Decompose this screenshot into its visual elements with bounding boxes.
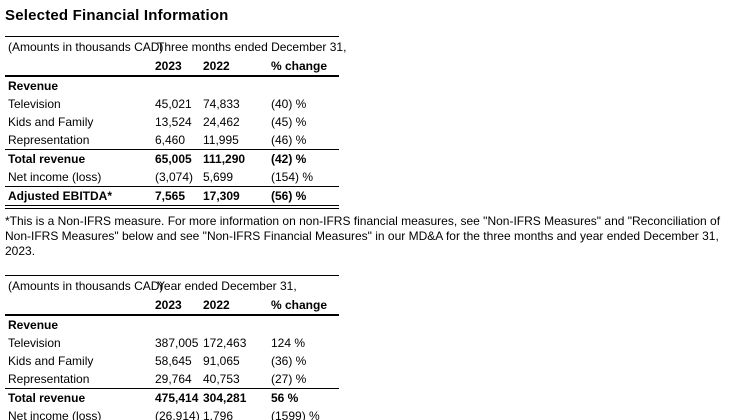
empty-header-cell xyxy=(5,295,155,316)
row-label: Television xyxy=(8,336,61,350)
value-pct-change: (46) % xyxy=(271,133,307,147)
column-header-2023: 2023 xyxy=(155,295,203,316)
section-label: Revenue xyxy=(8,318,59,332)
table-header-years-row: 2023 2022 % change xyxy=(5,295,340,316)
value-2023: 58,645 xyxy=(155,354,192,368)
row-label: Adjusted EBITDA* xyxy=(5,186,155,209)
column-header-pct-change: % change xyxy=(271,295,340,316)
value-2023: (3,074) xyxy=(155,170,194,184)
row-television: Television 45,021 74,833 (40) % xyxy=(5,95,339,113)
value-2023: 13,524 xyxy=(155,115,192,129)
value-2022: 24,462 xyxy=(203,115,240,129)
row-label: Representation xyxy=(8,133,90,147)
value-2023: 65,005 xyxy=(155,149,203,168)
column-header-2022: 2022 xyxy=(203,295,271,316)
value-2023: 29,764 xyxy=(155,372,192,386)
value-2022: 40,753 xyxy=(203,372,240,386)
row-total-revenue: Total revenue 65,005 111,290 (42) % xyxy=(5,149,340,168)
amounts-units-label: (Amounts in thousands CAD) xyxy=(8,39,164,54)
value-pct-change: (154) % xyxy=(271,170,314,184)
value-pct-change: (42) % xyxy=(271,149,340,168)
row-adjusted-ebitda: Adjusted EBITDA* 7,565 17,309 (56) % xyxy=(5,186,340,209)
section-label: Revenue xyxy=(8,79,59,93)
value-2023: 6,460 xyxy=(155,133,186,147)
row-representation: Representation 6,460 11,995 (46) % xyxy=(5,131,339,150)
row-television: Television 387,005 172,463 124 % xyxy=(5,334,339,352)
row-kids-and-family: Kids and Family 58,645 91,065 (36) % xyxy=(5,352,339,370)
value-pct-change: (36) % xyxy=(271,354,307,368)
row-net-income: Net income (loss) (3,074) 5,699 (154) % xyxy=(5,168,339,187)
period-header: Three months ended December 31, xyxy=(157,39,347,54)
value-2022: 304,281 xyxy=(203,388,271,407)
column-header-2022: 2022 xyxy=(203,56,271,77)
row-label: Kids and Family xyxy=(8,115,94,129)
value-2022: 74,833 xyxy=(203,97,240,111)
value-2022: 1,796 xyxy=(203,409,234,420)
value-2022: 111,290 xyxy=(203,149,271,168)
value-2023: 387,005 xyxy=(155,336,199,350)
row-revenue-section: Revenue xyxy=(5,315,339,334)
row-total-revenue: Total revenue 475,414 304,281 56 % xyxy=(5,388,340,407)
value-2022: 11,995 xyxy=(203,133,239,147)
value-pct-change: (56) % xyxy=(271,186,340,209)
value-pct-change: (40) % xyxy=(271,97,307,111)
value-2022: 172,463 xyxy=(203,336,247,350)
column-header-2023: 2023 xyxy=(155,56,203,77)
table-header-period-row: (Amounts in thousands CAD) Three months … xyxy=(5,37,347,57)
row-label: Net income (loss) xyxy=(8,170,102,184)
period-header: Year ended December 31, xyxy=(157,278,297,293)
table-header-period-row: (Amounts in thousands CAD) Year ended De… xyxy=(5,276,339,296)
row-net-income: Net income (loss) (26,914) 1,796 (1599) … xyxy=(5,407,339,420)
row-revenue-section: Revenue xyxy=(5,76,339,95)
row-label: Total revenue xyxy=(5,388,155,407)
row-label: Representation xyxy=(8,372,90,386)
value-pct-change: (45) % xyxy=(271,115,307,129)
row-label: Television xyxy=(8,97,61,111)
value-2022: 17,309 xyxy=(203,186,271,209)
value-2022: 91,065 xyxy=(203,354,240,368)
column-header-pct-change: % change xyxy=(271,56,340,77)
row-label: Net income (loss) xyxy=(8,409,102,420)
table-header-years-row: 2023 2022 % change xyxy=(5,56,340,77)
row-representation: Representation 29,764 40,753 (27) % xyxy=(5,370,339,389)
value-pct-change: (1599) % xyxy=(271,409,320,420)
value-2023: 45,021 xyxy=(155,97,192,111)
value-2023: 7,565 xyxy=(155,186,203,209)
non-ifrs-footnote: *This is a Non-IFRS measure. For more in… xyxy=(5,214,721,258)
quarterly-results-table: (Amounts in thousands CAD) Three months … xyxy=(5,36,347,209)
amounts-units-label: (Amounts in thousands CAD) xyxy=(8,278,164,293)
row-label: Kids and Family xyxy=(8,354,94,368)
value-2022: 5,699 xyxy=(203,170,234,184)
row-kids-and-family: Kids and Family 13,524 24,462 (45) % xyxy=(5,113,339,131)
value-pct-change: (27) % xyxy=(271,372,307,386)
page-title: Selected Financial Information xyxy=(5,7,229,24)
value-pct-change: 56 % xyxy=(271,388,340,407)
annual-results-table: (Amounts in thousands CAD) Year ended De… xyxy=(5,275,340,420)
value-2023: 475,414 xyxy=(155,388,203,407)
value-pct-change: 124 % xyxy=(271,336,306,350)
empty-header-cell xyxy=(5,56,155,77)
value-2023: (26,914) xyxy=(155,409,200,420)
row-label: Total revenue xyxy=(5,149,155,168)
